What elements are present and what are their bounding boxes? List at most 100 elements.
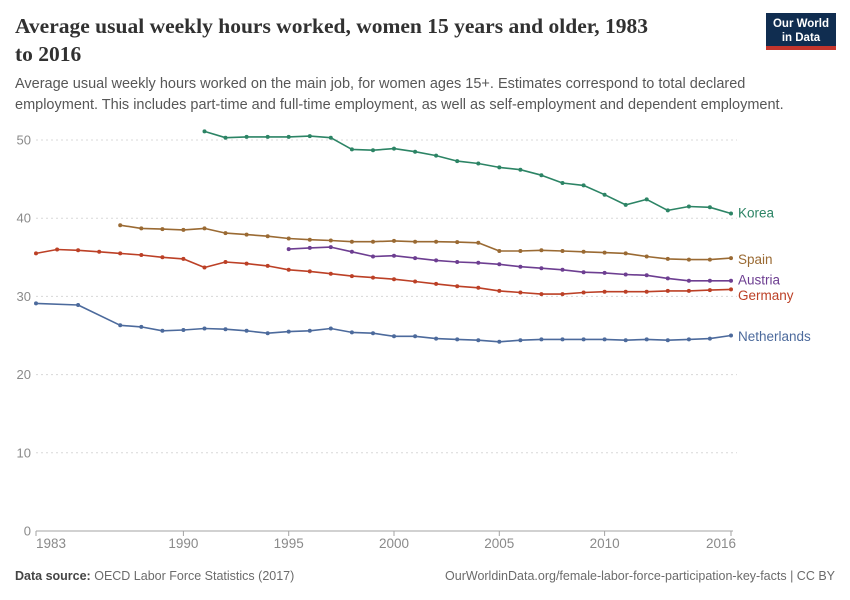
data-point-spain-2014[interactable] xyxy=(686,257,691,262)
data-point-spain-1998[interactable] xyxy=(349,239,354,244)
data-point-spain-1988[interactable] xyxy=(139,226,144,231)
data-point-netherlands-2006[interactable] xyxy=(518,338,523,343)
data-point-spain-1996[interactable] xyxy=(307,237,312,242)
data-point-korea-2002[interactable] xyxy=(434,153,439,158)
data-point-netherlands-1998[interactable] xyxy=(349,330,354,335)
data-point-netherlands-2012[interactable] xyxy=(644,337,649,342)
data-point-spain-1999[interactable] xyxy=(371,239,375,244)
data-point-germany-1997[interactable] xyxy=(328,271,333,276)
data-point-germany-2016[interactable] xyxy=(729,287,733,292)
data-point-netherlands-1983[interactable] xyxy=(34,301,38,306)
data-point-netherlands-2014[interactable] xyxy=(686,337,691,342)
data-point-austria-1998[interactable] xyxy=(349,249,354,254)
data-point-austria-1995[interactable] xyxy=(286,247,291,252)
data-point-spain-2004[interactable] xyxy=(476,240,481,245)
data-point-germany-2003[interactable] xyxy=(455,284,460,289)
series-spain[interactable]: Spain xyxy=(118,223,773,267)
data-point-germany-1990[interactable] xyxy=(181,256,186,261)
data-point-spain-2003[interactable] xyxy=(455,240,460,245)
data-point-netherlands-2005[interactable] xyxy=(497,339,502,344)
data-point-korea-1998[interactable] xyxy=(349,147,354,152)
data-point-austria-2004[interactable] xyxy=(476,260,481,265)
data-point-spain-2009[interactable] xyxy=(581,249,586,254)
data-point-spain-1997[interactable] xyxy=(328,238,333,243)
data-point-austria-2002[interactable] xyxy=(434,258,439,263)
data-point-spain-1995[interactable] xyxy=(286,236,291,241)
data-point-spain-2011[interactable] xyxy=(623,251,628,256)
data-point-germany-1991[interactable] xyxy=(202,265,207,270)
data-point-spain-1992[interactable] xyxy=(223,231,228,236)
data-point-korea-2004[interactable] xyxy=(476,161,481,166)
data-point-netherlands-2007[interactable] xyxy=(539,337,544,342)
owid-logo[interactable]: Our World in Data xyxy=(766,13,836,50)
data-point-spain-2000[interactable] xyxy=(392,238,396,243)
data-point-netherlands-2000[interactable] xyxy=(392,334,396,339)
data-point-spain-2010[interactable] xyxy=(602,250,607,255)
data-point-netherlands-2008[interactable] xyxy=(560,337,565,342)
data-point-germany-1993[interactable] xyxy=(244,261,249,266)
series-label-netherlands[interactable]: Netherlands xyxy=(738,329,811,344)
data-point-spain-2008[interactable] xyxy=(560,249,565,253)
data-point-austria-2010[interactable] xyxy=(602,270,607,275)
data-point-korea-1996[interactable] xyxy=(307,134,312,139)
data-point-austria-1999[interactable] xyxy=(371,254,375,259)
data-point-germany-2013[interactable] xyxy=(665,288,670,293)
attribution-link[interactable]: OurWorldinData.org/female-labor-force-pa… xyxy=(445,569,835,583)
series-label-germany[interactable]: Germany xyxy=(738,288,794,303)
data-point-netherlands-1990[interactable] xyxy=(181,328,186,332)
data-point-netherlands-1987[interactable] xyxy=(118,323,123,328)
data-point-germany-2009[interactable] xyxy=(581,290,586,295)
data-point-spain-2002[interactable] xyxy=(434,239,439,244)
series-netherlands[interactable]: Netherlands xyxy=(34,301,811,344)
data-point-netherlands-1993[interactable] xyxy=(244,328,249,333)
series-line-austria[interactable] xyxy=(287,246,732,282)
data-point-korea-2003[interactable] xyxy=(455,159,460,164)
data-point-spain-2016[interactable] xyxy=(729,256,733,261)
data-point-austria-1996[interactable] xyxy=(307,245,312,250)
data-point-netherlands-2015[interactable] xyxy=(707,336,712,341)
data-point-spain-2013[interactable] xyxy=(665,256,670,261)
data-point-germany-1985[interactable] xyxy=(76,248,81,253)
data-point-germany-2014[interactable] xyxy=(686,288,691,293)
data-point-germany-2006[interactable] xyxy=(518,290,523,295)
data-point-germany-2004[interactable] xyxy=(476,285,481,290)
data-point-austria-2011[interactable] xyxy=(623,272,628,277)
data-point-netherlands-1994[interactable] xyxy=(265,331,270,336)
data-point-korea-2011[interactable] xyxy=(623,202,628,207)
data-point-austria-2013[interactable] xyxy=(665,276,670,281)
data-point-netherlands-1999[interactable] xyxy=(371,331,375,336)
data-point-korea-1995[interactable] xyxy=(286,134,291,139)
data-point-austria-2003[interactable] xyxy=(455,260,460,264)
data-point-korea-1993[interactable] xyxy=(244,134,249,139)
data-point-germany-2015[interactable] xyxy=(707,288,712,293)
data-point-korea-2009[interactable] xyxy=(581,183,586,188)
data-point-spain-1987[interactable] xyxy=(118,223,123,228)
data-point-spain-1990[interactable] xyxy=(181,227,186,232)
data-point-korea-1999[interactable] xyxy=(371,148,375,153)
data-point-spain-2007[interactable] xyxy=(539,248,544,253)
data-point-korea-1992[interactable] xyxy=(223,135,228,140)
data-point-netherlands-2004[interactable] xyxy=(476,338,481,343)
series-label-austria[interactable]: Austria xyxy=(738,273,781,288)
data-point-korea-2015[interactable] xyxy=(707,205,712,210)
data-point-germany-2008[interactable] xyxy=(560,292,565,297)
data-point-netherlands-1988[interactable] xyxy=(139,324,144,329)
data-point-spain-1991[interactable] xyxy=(202,226,207,231)
data-point-germany-1998[interactable] xyxy=(349,274,354,279)
data-point-spain-1994[interactable] xyxy=(265,234,270,239)
data-point-germany-1995[interactable] xyxy=(286,267,291,272)
series-line-korea[interactable] xyxy=(203,130,732,215)
series-korea[interactable]: Korea xyxy=(202,129,775,221)
data-point-germany-1983[interactable] xyxy=(34,251,38,256)
data-point-korea-2007[interactable] xyxy=(539,173,544,178)
data-point-netherlands-1989[interactable] xyxy=(160,328,165,333)
data-point-austria-2008[interactable] xyxy=(560,267,565,272)
data-point-korea-2001[interactable] xyxy=(413,149,418,154)
data-point-korea-2016[interactable] xyxy=(729,211,733,216)
series-germany[interactable]: Germany xyxy=(34,247,794,304)
data-point-netherlands-1991[interactable] xyxy=(202,326,207,331)
data-point-korea-2006[interactable] xyxy=(518,167,523,172)
data-point-korea-2013[interactable] xyxy=(665,208,670,213)
data-point-germany-1999[interactable] xyxy=(371,275,375,280)
series-austria[interactable]: Austria xyxy=(286,245,781,288)
